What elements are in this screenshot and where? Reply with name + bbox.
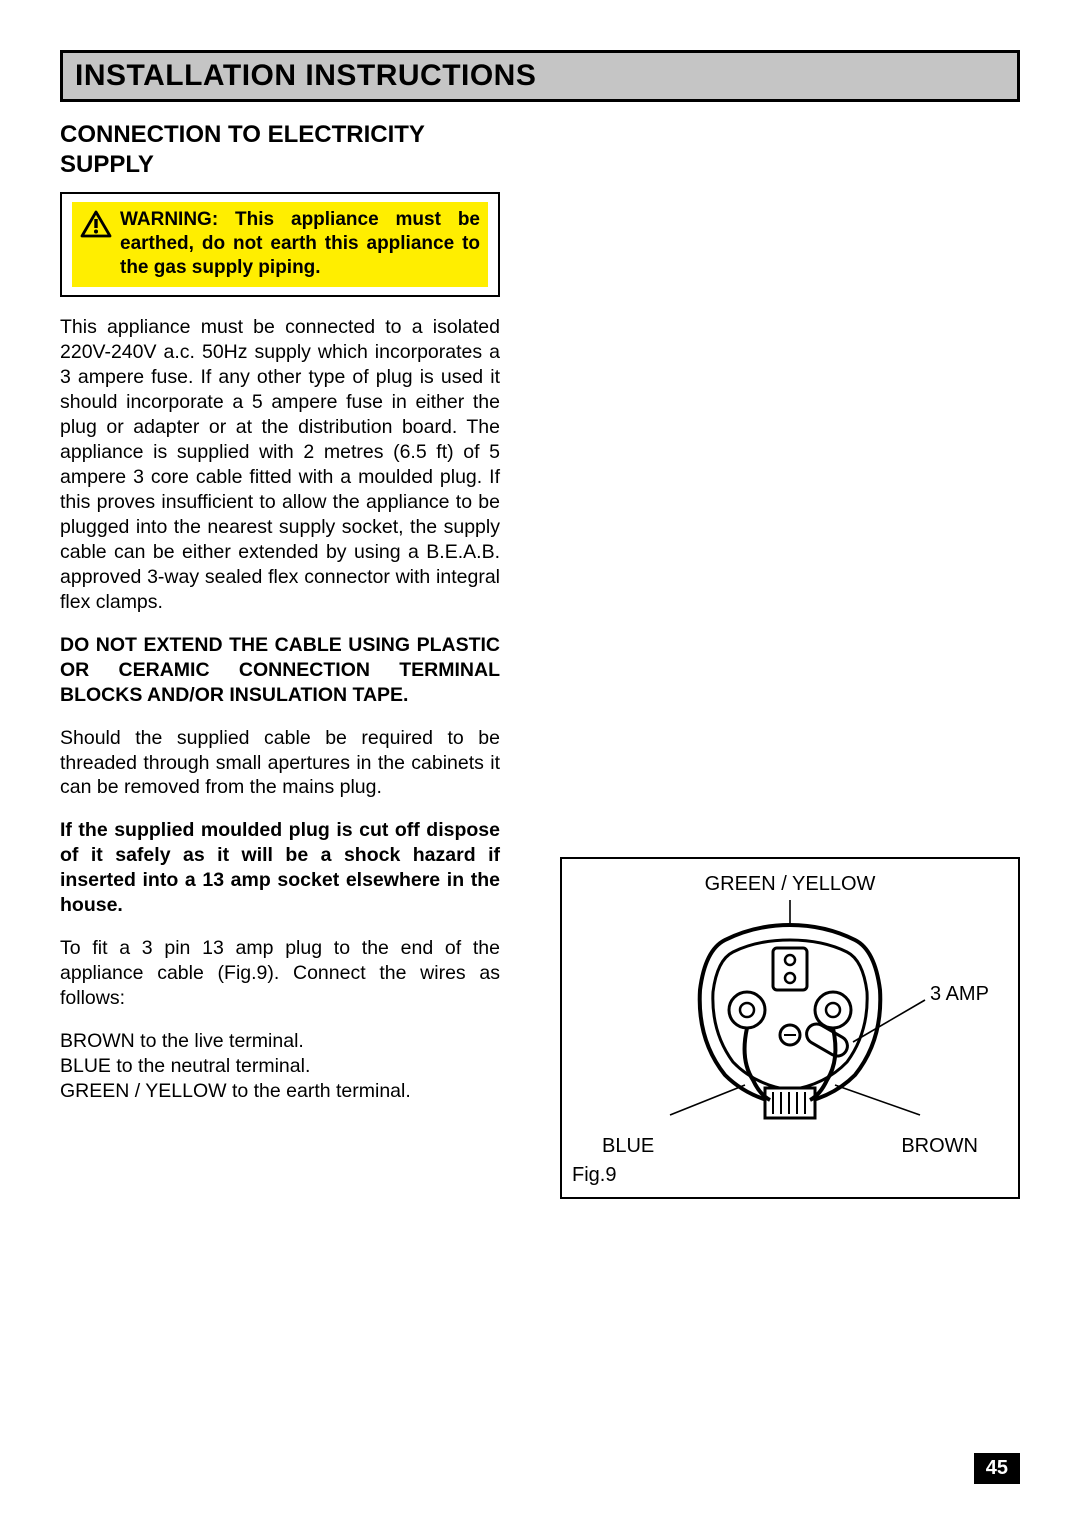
paragraph-1: This appliance must be connected to a is… bbox=[60, 315, 500, 614]
page: INSTALLATION INSTRUCTIONS CONNECTION TO … bbox=[0, 0, 1080, 1528]
wire-brown: BROWN to the live terminal. bbox=[60, 1029, 500, 1054]
plug-diagram: 3 AMP bbox=[572, 900, 1008, 1135]
warning-inner: WARNING: This appliance must be earthed,… bbox=[72, 202, 488, 287]
wire-list: BROWN to the live terminal. BLUE to the … bbox=[60, 1029, 500, 1104]
figure-9-box: GREEN / YELLOW bbox=[560, 857, 1020, 1199]
page-title: INSTALLATION INSTRUCTIONS bbox=[75, 59, 1005, 93]
title-bar: INSTALLATION INSTRUCTIONS bbox=[60, 50, 1020, 102]
warning-triangle-icon bbox=[80, 210, 112, 243]
section-subtitle: CONNECTION TO ELECTRICITY SUPPLY bbox=[60, 120, 500, 180]
wire-blue: BLUE to the neutral terminal. bbox=[60, 1054, 500, 1079]
paragraph-5: To fit a 3 pin 13 amp plug to the end of… bbox=[60, 936, 500, 1011]
fig-label-brown: BROWN bbox=[901, 1135, 978, 1158]
fig-label-top: GREEN / YELLOW bbox=[572, 873, 1008, 896]
right-column: GREEN / YELLOW bbox=[560, 112, 1020, 1122]
paragraph-3: Should the supplied cable be required to… bbox=[60, 726, 500, 801]
fig-label-3amp-svg: 3 AMP bbox=[930, 983, 989, 1005]
figure-caption: Fig.9 bbox=[572, 1164, 1008, 1187]
paragraph-2-bold: DO NOT EXTEND THE CABLE USING PLASTIC OR… bbox=[60, 633, 500, 708]
fig-bottom-row: BLUE BROWN bbox=[572, 1135, 1008, 1158]
page-number: 45 bbox=[974, 1453, 1020, 1484]
content-columns: CONNECTION TO ELECTRICITY SUPPLY WARNING… bbox=[60, 112, 1020, 1122]
wire-green-yellow: GREEN / YELLOW to the earth terminal. bbox=[60, 1079, 500, 1104]
warning-text: WARNING: This appliance must be earthed,… bbox=[120, 208, 480, 279]
left-column: CONNECTION TO ELECTRICITY SUPPLY WARNING… bbox=[60, 112, 500, 1122]
fig-label-blue: BLUE bbox=[602, 1135, 654, 1158]
paragraph-4-bold: If the supplied moulded plug is cut off … bbox=[60, 818, 500, 918]
warning-box: WARNING: This appliance must be earthed,… bbox=[60, 192, 500, 297]
